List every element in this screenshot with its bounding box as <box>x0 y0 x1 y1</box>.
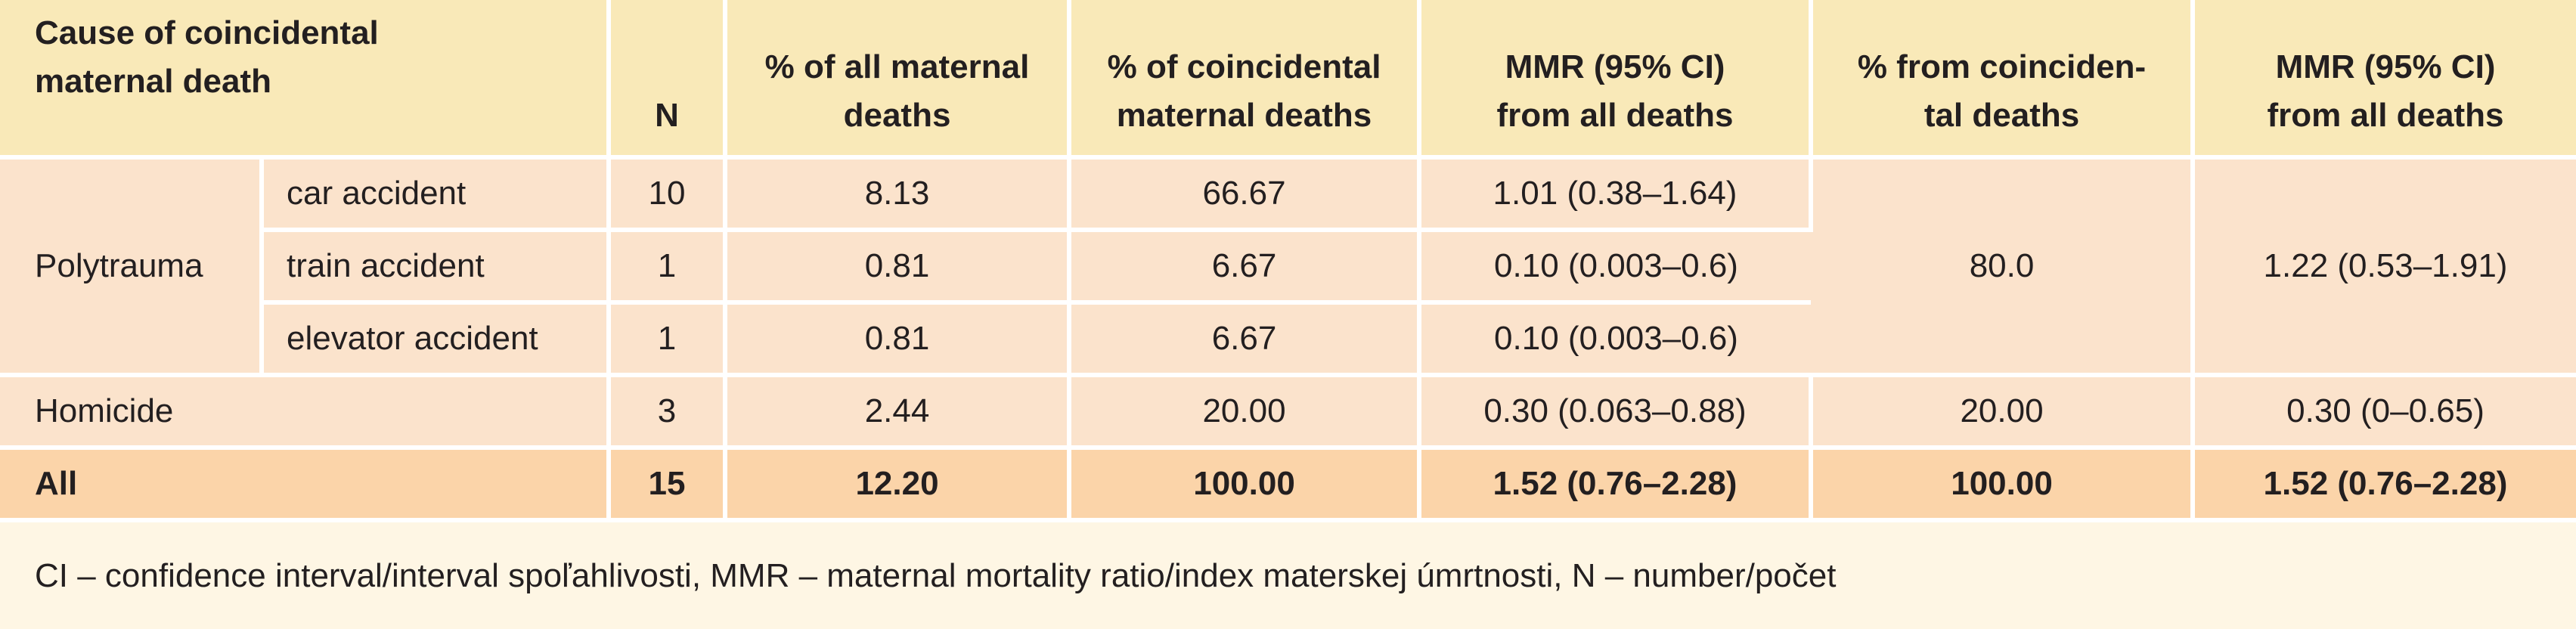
cause-cell: elevator accident <box>262 302 612 377</box>
total-pct-all: 12.20 <box>725 448 1072 522</box>
mmr2-cell: 0.30 (0–0.65) <box>2193 375 2576 450</box>
mmr-cell: 0.30 (0.063–0.88) <box>1419 375 1814 450</box>
header-mmr-line2: from all deaths <box>1496 97 1734 134</box>
header-mmr-line1: MMR (95% CI) <box>1505 48 1725 85</box>
homicide-sub-empty <box>262 375 612 450</box>
header-cause-line1: Cause of coincidental <box>35 14 379 51</box>
total-mmr: 1.52 (0.76–2.28) <box>1419 448 1814 522</box>
total-mmr2: 1.52 (0.76–2.28) <box>2193 448 2576 522</box>
header-pct-coinc-line2: maternal deaths <box>1116 97 1372 134</box>
header-pct-coinc-line1: % of coincidental <box>1107 48 1381 85</box>
mmr-cell: 1.01 (0.38–1.64) <box>1419 157 1814 232</box>
header-mmr: MMR (95% CI) from all deaths <box>1419 0 1814 160</box>
homicide-label: Homicide <box>0 375 264 450</box>
polytrauma-label: Polytrauma <box>0 157 264 377</box>
cause-cell: train accident <box>262 230 612 305</box>
total-row: All 15 12.20 100.00 1.52 (0.76–2.28) 100… <box>0 448 2576 522</box>
header-pct-coinc: % of coincidental maternal deaths <box>1069 0 1422 160</box>
pct-coinc-cell: 6.67 <box>1069 302 1422 377</box>
table-row: Polytrauma car accident 10 8.13 66.67 1.… <box>0 157 2576 377</box>
table-header-row: Cause of coincidental maternal death N %… <box>0 0 2576 160</box>
header-n: N <box>609 0 728 160</box>
total-pct-coinc: 100.00 <box>1069 448 1422 522</box>
total-pct-from: 100.00 <box>1811 448 2196 522</box>
footnote-row: CI – confidence interval/interval spoľah… <box>0 520 2576 629</box>
polytrauma-mmr2: 1.22 (0.53–1.91) <box>2193 157 2576 377</box>
cause-cell: car accident <box>262 157 612 232</box>
header-pct-all-line1: % of all maternal <box>764 48 1030 85</box>
header-pct-from-line1: % from coinciden- <box>1857 48 2147 85</box>
table-row: elevator accident 1 0.81 6.67 0.10 (0.00… <box>0 302 2576 377</box>
pct-all-cell: 0.81 <box>725 302 1072 377</box>
header-mmr2-line1: MMR (95% CI) <box>2275 48 2496 85</box>
pct-all-cell: 2.44 <box>725 375 1072 450</box>
header-cause: Cause of coincidental maternal death <box>0 0 612 160</box>
n-cell: 10 <box>609 157 728 232</box>
pct-coinc-cell: 66.67 <box>1069 157 1422 232</box>
pct-from-cell: 20.00 <box>1811 375 2196 450</box>
mmr-cell: 0.10 (0.003–0.6) <box>1419 230 1812 305</box>
table-row: Homicide 3 2.44 20.00 0.30 (0.063–0.88) … <box>0 375 2576 450</box>
header-mmr2-line2: from all deaths <box>2267 97 2504 134</box>
pct-coinc-cell: 6.67 <box>1069 230 1422 305</box>
header-cause-line2: maternal death <box>35 63 271 100</box>
table-row: train accident 1 0.81 6.67 0.10 (0.003–0… <box>0 230 2576 305</box>
footnote: CI – confidence interval/interval spoľah… <box>0 520 2576 629</box>
header-pct-from-line2: tal deaths <box>1923 97 2080 134</box>
pct-all-cell: 8.13 <box>725 157 1072 232</box>
header-mmr2: MMR (95% CI) from all deaths <box>2193 0 2576 160</box>
header-pct-all-line2: deaths <box>843 97 951 134</box>
n-cell: 1 <box>609 302 728 377</box>
n-cell: 3 <box>609 375 728 450</box>
n-cell: 1 <box>609 230 728 305</box>
total-n: 15 <box>609 448 728 522</box>
pct-coinc-cell: 20.00 <box>1069 375 1422 450</box>
header-pct-from: % from coinciden- tal deaths <box>1811 0 2196 160</box>
polytrauma-pct-from: 80.0 <box>1811 157 2196 377</box>
total-label: All <box>0 448 612 522</box>
mmr-cell: 0.10 (0.003–0.6) <box>1419 302 1812 377</box>
header-pct-all: % of all maternal deaths <box>725 0 1072 160</box>
pct-all-cell: 0.81 <box>725 230 1072 305</box>
